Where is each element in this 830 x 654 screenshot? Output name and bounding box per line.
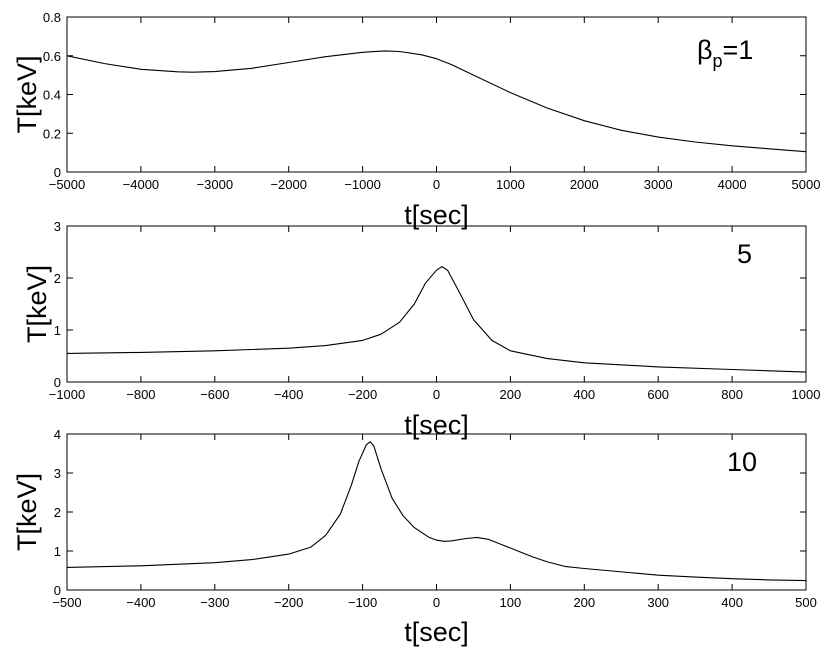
x-tick-label: −3000 xyxy=(197,177,234,192)
x-tick-label: 3000 xyxy=(644,177,673,192)
x-tick-label: 600 xyxy=(647,387,669,402)
series-line-1-1 xyxy=(66,50,807,153)
axes-frame-3 xyxy=(66,433,807,591)
panel-2: −1000 −800 −600 −400 −200 0 200 400 600 800 1000 0 1… xyxy=(22,219,820,440)
y-tick-label: 4 xyxy=(54,427,61,442)
y-tick-label: 0.2 xyxy=(43,126,61,141)
y-tick-label: 1 xyxy=(54,544,61,559)
x-tick-label: 1000 xyxy=(496,177,525,192)
y-tick-label: 1 xyxy=(54,323,61,338)
x-tick-label: 300 xyxy=(647,595,669,610)
x-tick-label: 2000 xyxy=(570,177,599,192)
x-tick-label: −200 xyxy=(348,387,377,402)
x-tick-label: −1000 xyxy=(49,387,86,402)
y-tick-label: 2 xyxy=(54,271,61,286)
x-tick-label: 0 xyxy=(433,177,440,192)
x-tick-label: 5000 xyxy=(792,177,821,192)
panel-annotation: 10 xyxy=(727,447,757,477)
beta-annotation: βp=1 xyxy=(697,35,753,71)
panel-annotation: 5 xyxy=(737,239,752,269)
x-tick-label: −800 xyxy=(126,387,155,402)
y-axis-label: T[keV] xyxy=(12,473,42,551)
x-tick-label: −400 xyxy=(126,595,155,610)
x-tick-label: 200 xyxy=(573,595,595,610)
x-tick-label: 0 xyxy=(433,387,440,402)
axes-frame-1 xyxy=(66,16,807,173)
x-tick-label: 1000 xyxy=(792,387,821,402)
x-tick-label: 0 xyxy=(433,595,440,610)
axes-frame-2 xyxy=(66,225,807,383)
x-tick-label: −200 xyxy=(274,595,303,610)
y-tick-label: 0.4 xyxy=(43,88,61,103)
x-tick-label: 800 xyxy=(721,387,743,402)
y-tick-label: 2 xyxy=(54,505,61,520)
y-tick-label: 0 xyxy=(54,583,61,598)
x-tick-label: −600 xyxy=(200,387,229,402)
series-line-3-1 xyxy=(66,441,807,582)
x-tick-label: 400 xyxy=(573,387,595,402)
x-tick-label: −1000 xyxy=(344,177,381,192)
x-tick-label: 100 xyxy=(500,595,522,610)
y-axis-label: T[keV] xyxy=(22,265,52,343)
x-tick-label: 4000 xyxy=(718,177,747,192)
x-tick-label: 200 xyxy=(500,387,522,402)
x-tick-label: −100 xyxy=(348,595,377,610)
y-tick-label: 0 xyxy=(54,165,61,180)
series-line-2-1 xyxy=(66,266,807,373)
x-tick-label: −2000 xyxy=(270,177,307,192)
x-tick-label: 500 xyxy=(795,595,817,610)
x-tick-label: −4000 xyxy=(123,177,160,192)
panel-3: −500 −400 −300 −200 −100 0 100 200 300 400 500 0 1 2 3… xyxy=(12,427,817,647)
y-tick-label: 0 xyxy=(54,375,61,390)
y-tick-label: 3 xyxy=(54,466,61,481)
panel-1: −5000 −4000 −3000 −2000 −1000 0 1000 2000 3000 40… xyxy=(12,10,820,230)
y-tick-label: 0.8 xyxy=(43,10,61,25)
y-tick-label: 3 xyxy=(54,219,61,234)
x-axis-label: t[sec] xyxy=(404,617,469,647)
x-tick-label: −500 xyxy=(52,595,81,610)
x-tick-label: −300 xyxy=(200,595,229,610)
x-tick-label: −400 xyxy=(274,387,303,402)
x-axis-label: t[sec] xyxy=(404,200,469,230)
y-tick-label: 0.6 xyxy=(43,49,61,64)
x-tick-label: −5000 xyxy=(49,177,86,192)
y-axis-label: T[keV] xyxy=(12,55,42,133)
x-tick-label: 400 xyxy=(721,595,743,610)
